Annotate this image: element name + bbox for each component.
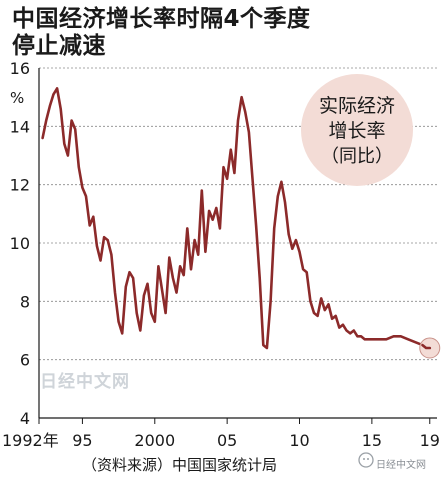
x-tick-label: 19 <box>420 431 440 450</box>
x-tick-label: 05 <box>217 431 237 450</box>
y-tick-label: 14 <box>10 117 30 136</box>
latest-segment-line <box>421 343 432 350</box>
x-tick-label: 95 <box>72 431 92 450</box>
legend-bubble-line: 增长率 <box>328 120 385 142</box>
watermark-text: 日经中文网 <box>40 372 130 392</box>
chart-tick-labels: 4 6 8 10 12 14 16% 1992年 95 2000 05 10 15 19 <box>2 59 440 450</box>
chart-title-line-1: 中国经济增长率时隔4个季度 <box>12 6 311 32</box>
y-tick-label: 16 <box>10 59 30 78</box>
chart-series <box>41 87 441 359</box>
data-source-note: （资料来源）中国国家统计局 <box>82 456 278 474</box>
y-axis-unit-label: % <box>10 89 24 107</box>
chart-title-line-2: 停止减速 <box>12 33 106 59</box>
growth-rate-line <box>41 87 432 350</box>
wechat-icon <box>358 452 374 468</box>
x-tick-label: 10 <box>289 431 309 450</box>
y-tick-label: 6 <box>20 351 30 370</box>
watermark-corner-text: 日经中文网 <box>376 460 426 471</box>
y-tick-label: 12 <box>10 176 30 195</box>
legend-bubble-circle <box>301 74 413 186</box>
y-tick-label: 10 <box>10 234 30 253</box>
x-tick-label: 1992年 <box>2 431 59 450</box>
y-tick-label: 8 <box>20 292 30 311</box>
y-tick-label: 4 <box>20 409 30 428</box>
x-tick-label: 2000 <box>134 431 175 450</box>
chart-axes <box>38 68 437 424</box>
chart-title: 中国经济增长率时隔4个季度 停止减速 <box>12 6 311 60</box>
legend-bubble-line: 实际经济 <box>319 95 395 117</box>
x-tick-label: 15 <box>362 431 382 450</box>
legend-bubble-line: （同比） <box>321 146 393 167</box>
